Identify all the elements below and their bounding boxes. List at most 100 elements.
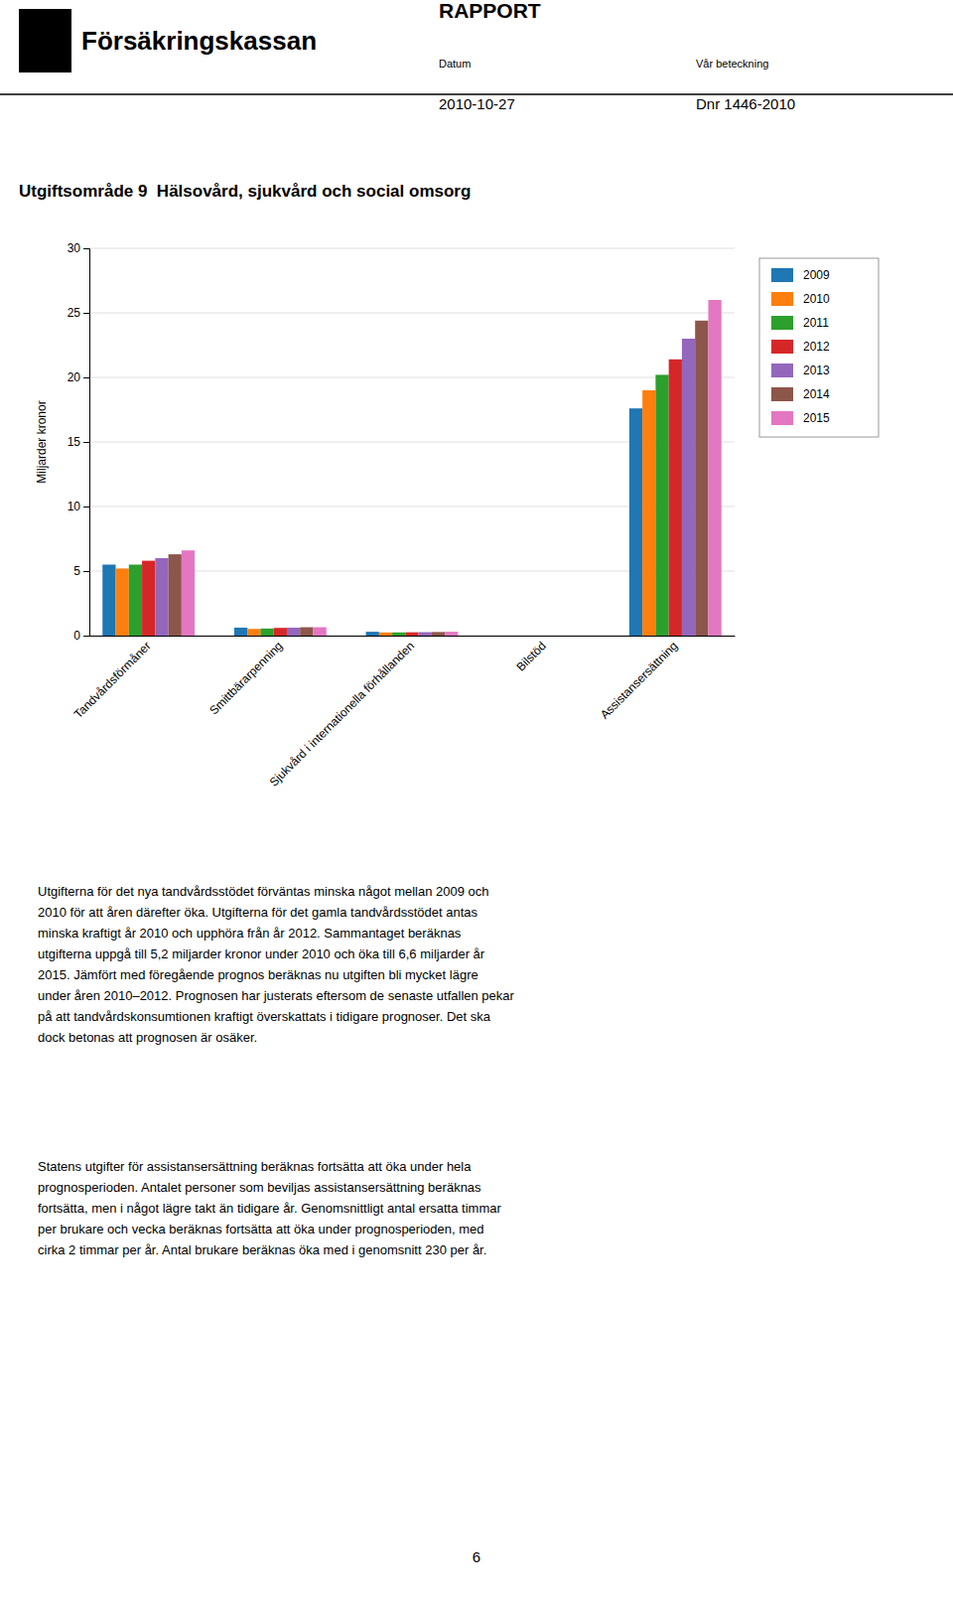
bar xyxy=(154,557,168,636)
body-line: Utgifterna för det nya tandvårdsstödet f… xyxy=(37,883,490,899)
logo-mark xyxy=(18,8,72,73)
bar xyxy=(418,631,432,636)
body-line: på att tandvårdskonsumtionen kraftigt öv… xyxy=(37,1008,492,1024)
bar xyxy=(247,628,261,636)
bar xyxy=(681,338,695,636)
page: FörsäkringskassanRAPPORTDatumVår beteckn… xyxy=(0,0,953,1600)
bar xyxy=(510,635,524,637)
y-axis: 0 5 10 15 20 25 30 xyxy=(67,241,91,643)
y-tick-label: 10 xyxy=(67,499,82,514)
legend-item: 2014 xyxy=(771,387,830,402)
body-line: cirka 2 timmar per år. Antal brukare ber… xyxy=(37,1241,487,1257)
bar xyxy=(129,564,142,637)
legend-item: 2009 xyxy=(771,268,830,282)
bar xyxy=(299,627,313,636)
date-label: Datum xyxy=(438,57,471,70)
grid-line xyxy=(89,312,735,314)
x-axis-line xyxy=(90,635,736,637)
body-line: Statens utgifter för assistansersättning… xyxy=(37,1158,472,1174)
x-tick-label: Tandvårdsförmåner xyxy=(71,638,154,721)
bar xyxy=(116,567,130,636)
bar xyxy=(273,627,287,636)
legend-label: 2015 xyxy=(803,410,830,425)
reference-label: Vår beteckning xyxy=(695,57,769,70)
legend-label: 2009 xyxy=(803,268,830,282)
y-tick: 5 xyxy=(73,563,90,578)
y-tick-label: 15 xyxy=(67,434,82,449)
legend-item: 2011 xyxy=(771,315,829,330)
y-tick-mark xyxy=(83,312,90,314)
body-line: 2015. Jämfört med föregående prognos ber… xyxy=(37,966,479,982)
x-tick: Sjukvård i internationella förhållanden xyxy=(267,638,417,789)
bar xyxy=(141,560,155,636)
x-axis: Tandvårdsförmåner SmittbärarpenningSjukvå… xyxy=(71,636,736,790)
body-line: 2010 för att åren därefter öka. Utgifter… xyxy=(37,904,478,920)
y-tick: 0 xyxy=(73,628,90,643)
bar xyxy=(405,632,418,636)
legend-label: 2013 xyxy=(803,363,830,378)
bar xyxy=(286,627,300,636)
body-text: Utgifterna för det nya tandvårdsstödet f… xyxy=(37,883,516,1257)
grid-line xyxy=(89,248,735,250)
legend-swatch xyxy=(771,363,794,378)
bar-group xyxy=(234,627,327,636)
bar xyxy=(642,390,656,636)
logo-text: Försäkringskassan xyxy=(81,25,317,56)
y-tick-label: 25 xyxy=(67,305,82,320)
chart: 0 5 10 15 20 25 30 Tandvårdsförmåner Smittbärarp… xyxy=(34,241,736,789)
y-tick-mark xyxy=(83,441,90,443)
legend-label: 2010 xyxy=(803,291,830,306)
legend-label: 2012 xyxy=(803,339,830,354)
y-tick-label: 5 xyxy=(73,563,81,578)
legend: 2009 2010 2011 2012 2013 2014 2015 xyxy=(759,258,879,437)
y-tick-mark xyxy=(83,248,90,250)
bar xyxy=(234,627,248,636)
x-tick-label: Smittbärarpenning xyxy=(206,638,285,717)
x-tick: Bilstöd xyxy=(513,638,548,674)
legend-swatch xyxy=(771,315,794,330)
bar xyxy=(444,631,458,636)
bar xyxy=(707,299,721,636)
legend-label: 2014 xyxy=(803,387,830,402)
x-tick: Tandvårdsförmåner xyxy=(71,638,154,721)
legend-item: 2012 xyxy=(771,339,830,354)
y-tick-mark xyxy=(83,506,90,508)
bar xyxy=(392,632,406,636)
y-tick-label: 30 xyxy=(67,241,82,256)
bar xyxy=(694,320,708,636)
bar xyxy=(563,635,577,637)
chart-title: Utgiftsområde 9 Hälsovård, sjukvård och … xyxy=(18,181,471,201)
legend-swatch xyxy=(771,291,794,306)
x-tick-label: Bilstöd xyxy=(513,638,548,674)
y-tick-mark xyxy=(83,570,90,572)
grid xyxy=(89,248,735,636)
bar xyxy=(549,635,563,637)
legend-frame xyxy=(759,258,879,437)
y-tick: 10 xyxy=(67,499,90,514)
legend-item: 2015 xyxy=(771,410,830,425)
legend-item: 2010 xyxy=(771,291,830,306)
legend-swatch xyxy=(771,268,794,282)
bars xyxy=(102,299,721,636)
x-tick-label: Sjukvård i internationella förhållanden xyxy=(267,638,417,789)
legend-swatch xyxy=(771,387,794,402)
y-tick: 20 xyxy=(67,370,90,385)
reference-value: Dnr 1446-2010 xyxy=(695,95,796,113)
legend-item: 2013 xyxy=(771,363,830,378)
bar-group xyxy=(629,299,722,636)
y-tick-mark xyxy=(83,635,90,637)
body-line: fortsätta, men i något lägre takt än tid… xyxy=(37,1200,502,1216)
bar xyxy=(313,627,327,636)
x-tick-label: Assistansersättning xyxy=(597,638,681,721)
y-tick-mark xyxy=(83,377,90,379)
y-tick-label: 0 xyxy=(73,628,81,643)
body-line: utgifterna uppgå till 5,2 miljarder kron… xyxy=(37,946,486,961)
legend-label: 2011 xyxy=(803,315,829,330)
bar xyxy=(366,631,380,636)
bar xyxy=(497,635,511,637)
bar xyxy=(431,631,445,636)
body-line: per brukare och vecka beräknas fortsätta… xyxy=(37,1221,485,1236)
header: FörsäkringskassanRAPPORTDatumVår beteckn… xyxy=(0,0,953,113)
bar xyxy=(576,635,590,637)
bar xyxy=(181,549,195,636)
